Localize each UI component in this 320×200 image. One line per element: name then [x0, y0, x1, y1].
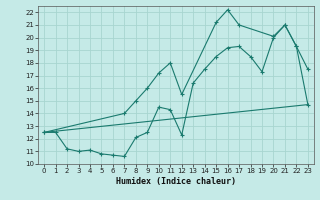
- X-axis label: Humidex (Indice chaleur): Humidex (Indice chaleur): [116, 177, 236, 186]
